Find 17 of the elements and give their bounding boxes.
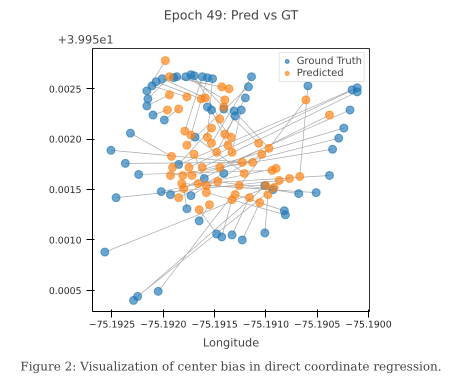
legend-label: Predicted: [296, 67, 344, 79]
y-tick-label: 0.0010: [48, 235, 82, 246]
x-tick-label: −75.1920: [140, 320, 187, 330]
y-tick-label: 0.0020: [48, 134, 82, 146]
x-tick-label: −75.1915: [191, 320, 238, 330]
x-tick-label: −75.1905: [294, 320, 340, 330]
x-axis-title: Longitude: [202, 336, 260, 350]
y-tick-label: 0.0005: [48, 286, 82, 297]
y-tick-label: 0.0015: [48, 185, 82, 196]
x-tick-label: −75.1925: [88, 320, 136, 330]
x-tick-label: −75.1900: [345, 320, 392, 330]
y-tick-label: 0.0025: [48, 84, 82, 96]
text: +3.995e1: [58, 32, 114, 46]
chart-title: Epoch 49: Pred vs GT: [164, 8, 299, 22]
x-tick-label: −75.1910: [242, 320, 290, 330]
legend-label: Ground Truth: [296, 55, 362, 67]
caption: Figure 2: Visualization of center bias in direct coordinate regression.: [20, 360, 442, 374]
